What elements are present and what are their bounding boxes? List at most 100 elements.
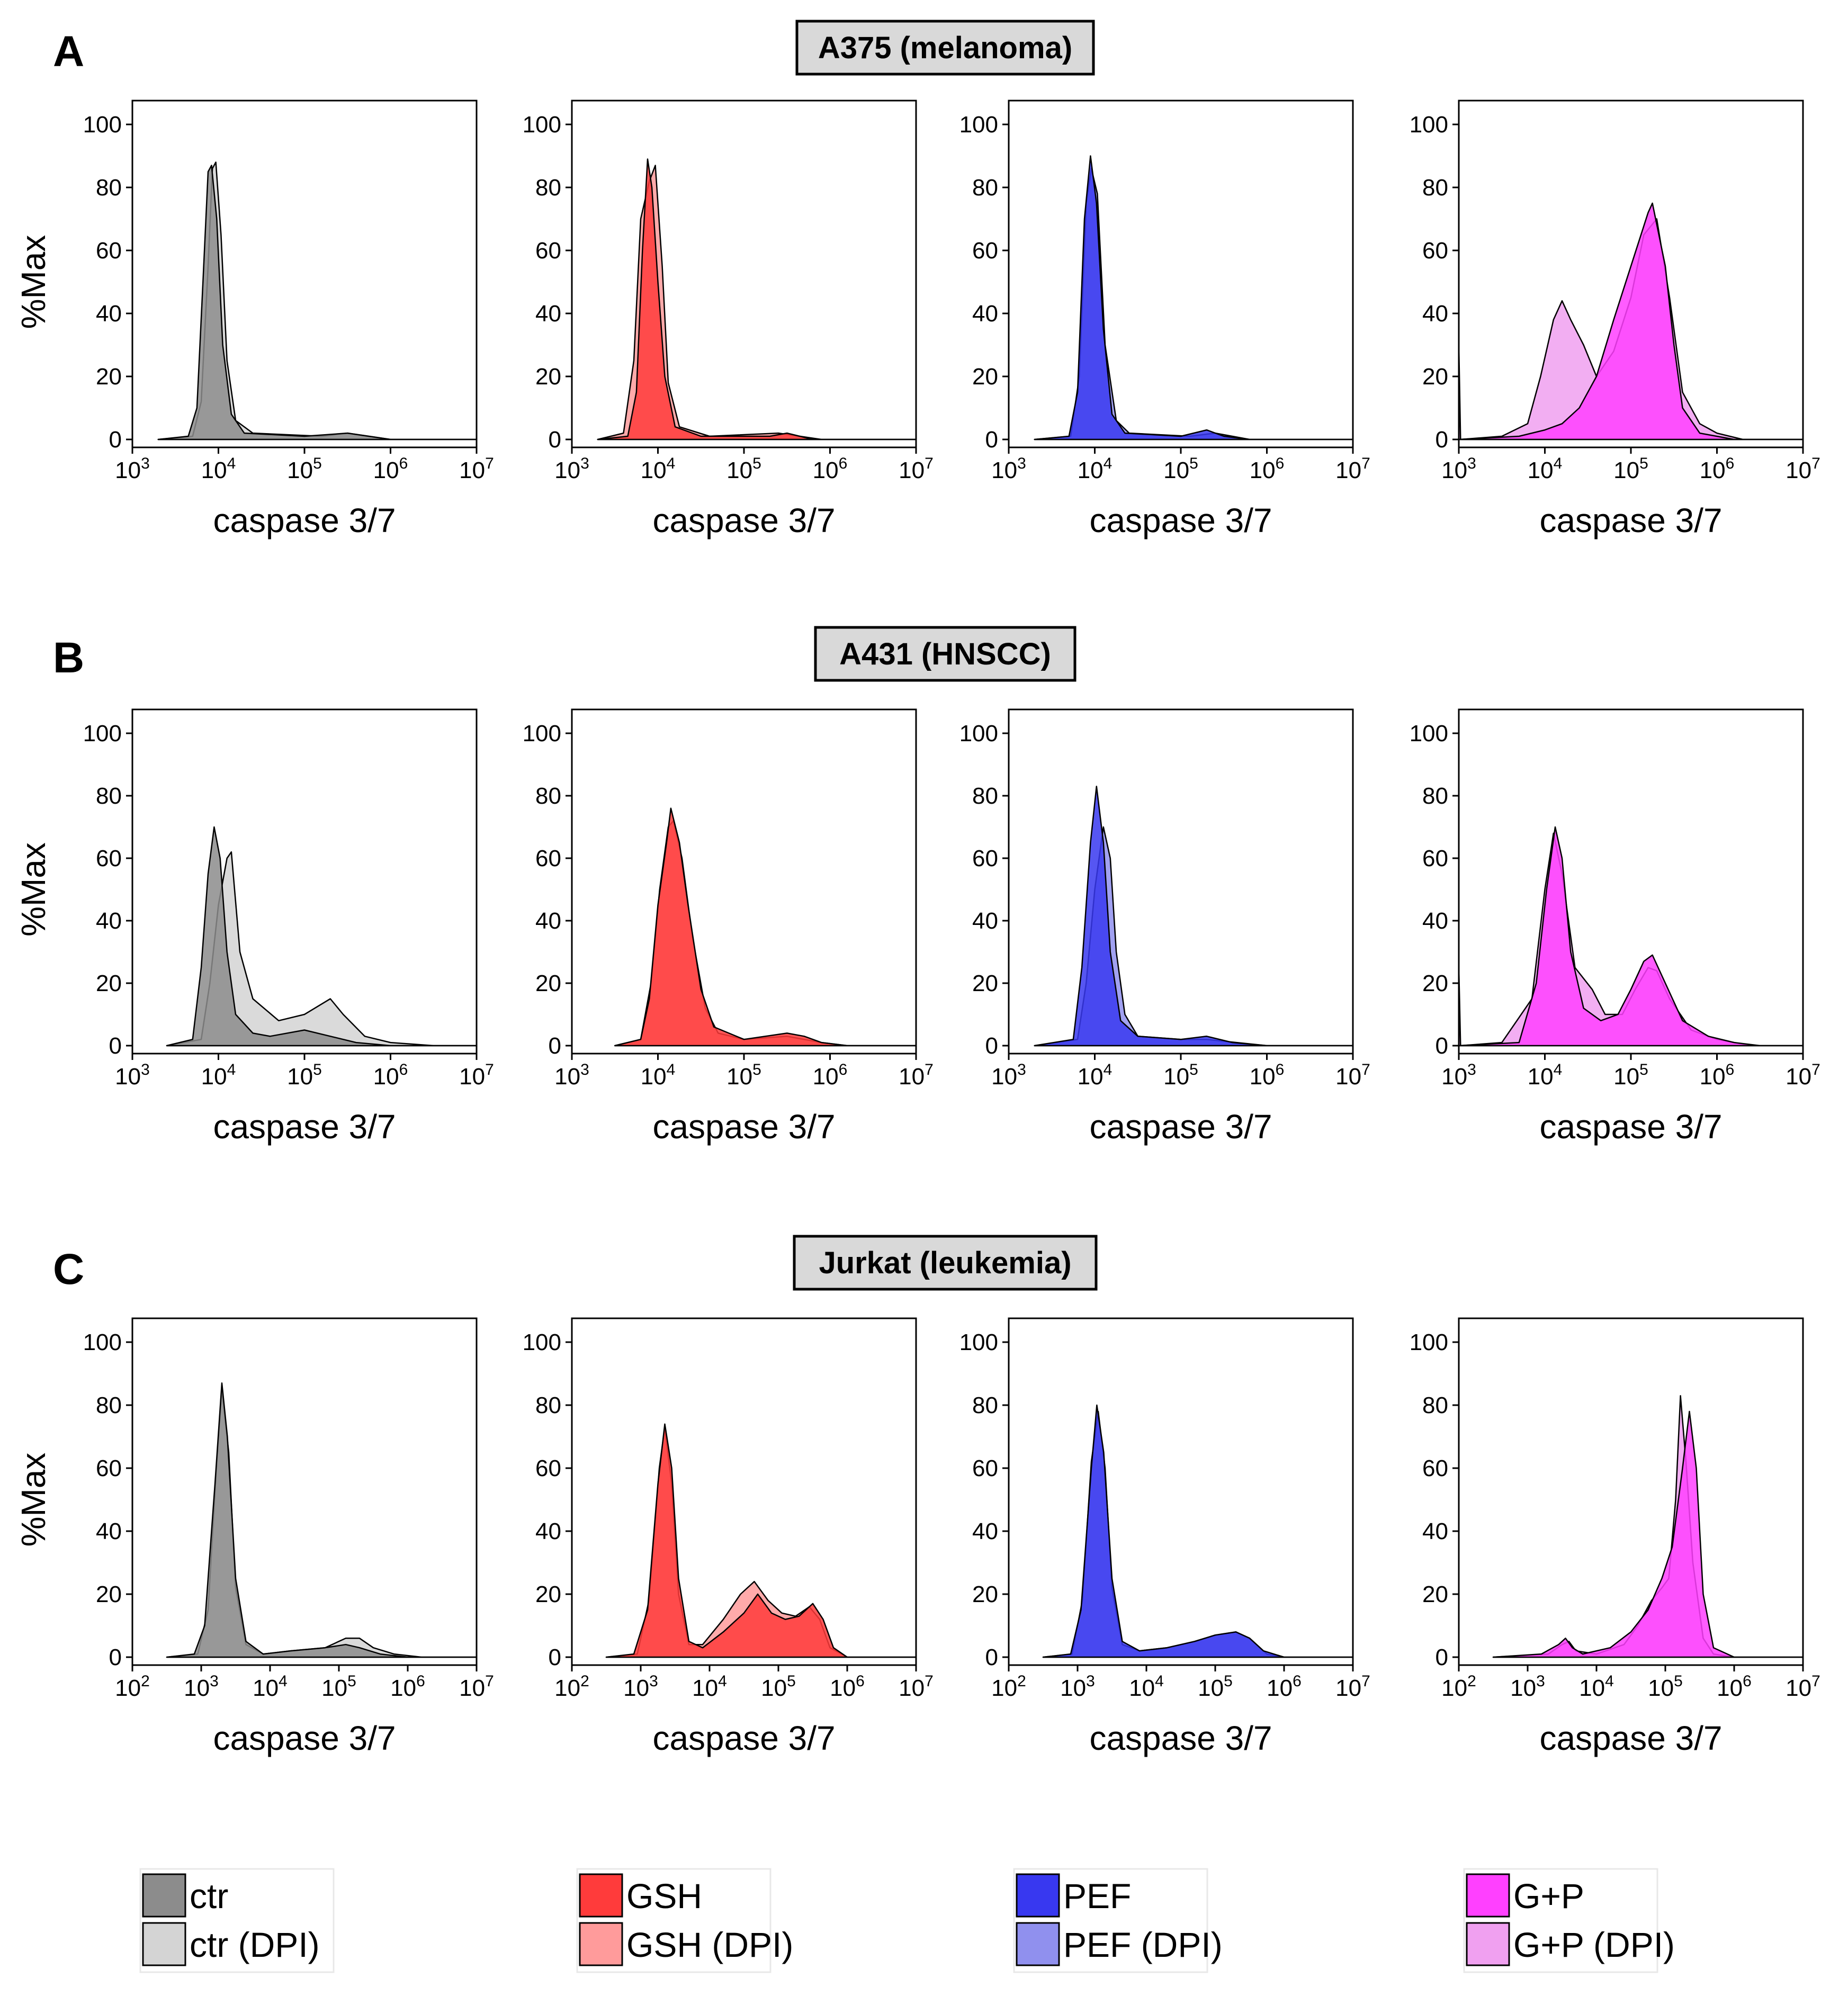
y-tick-label: 40: [96, 908, 122, 934]
y-tick-label: 60: [535, 1455, 561, 1481]
y-tick-label: 40: [1422, 1518, 1448, 1544]
legend-label: ctr: [190, 1876, 228, 1916]
plot-b-pef: 0 20 40 60 80 100 103 104 105 106 107 caspase 3/7: [959, 708, 1370, 1146]
x-tick-label: 104: [201, 1061, 236, 1090]
plot-b-gsh: 0 20 40 60 80 100 103 104 105 106 107 caspase 3/7: [523, 708, 934, 1146]
x-tick-label: 106: [830, 1673, 865, 1701]
x-tick-label: 105: [761, 1673, 796, 1701]
row-title: Jurkat (leukemia): [819, 1246, 1071, 1280]
legend-group-box: [576, 1868, 772, 1973]
histogram-main: [1492, 1410, 1804, 1658]
legend-swatch: [579, 1873, 623, 1918]
plot-a-ctr: %Max 0 20 40 60 80 100 103 104 105 106 107 caspase 3…: [14, 100, 494, 540]
y-tick-label: 40: [96, 1518, 122, 1544]
y-tick-label: 0: [1436, 427, 1448, 453]
plot-c-gsh: 0 20 40 60 80 100 102 103 104 105 106 107 caspase 3/…: [523, 1317, 934, 1757]
plot-frame: [571, 708, 917, 1055]
y-tick-label: 0: [985, 1033, 998, 1059]
x-tick-label: 106: [813, 1061, 848, 1090]
y-tick-label: 40: [535, 908, 561, 934]
x-tick-label: 104: [1129, 1673, 1164, 1701]
x-tick-label: 105: [726, 455, 761, 483]
plot-frame: [1008, 1317, 1354, 1666]
x-tick-label: 105: [287, 1061, 322, 1090]
x-tick-label: 107: [1786, 455, 1820, 483]
legend: ctr ctr (DPI) GSH GSH (DPI) PEF PEF (DPI) G+P G…: [139, 1868, 1675, 1973]
y-tick-label: 80: [1422, 783, 1448, 809]
y-tick-label: 80: [535, 175, 561, 201]
y-tick-label: 0: [985, 427, 998, 453]
legend-label: PEF: [1063, 1876, 1131, 1916]
plot-frame: [571, 100, 917, 448]
legend-label: GSH: [626, 1876, 702, 1916]
y-tick-label: 20: [972, 1581, 998, 1607]
legend-swatch: [1466, 1873, 1510, 1918]
y-tick-label: 100: [1410, 721, 1448, 747]
y-tick-label: 0: [1436, 1644, 1448, 1670]
y-tick-label: 100: [83, 721, 122, 747]
x-axis-label: caspase 3/7: [1089, 1719, 1272, 1757]
x-tick-label: 102: [554, 1673, 589, 1701]
x-tick-label: 107: [1335, 1673, 1370, 1701]
row-title-box: [795, 20, 1095, 76]
x-tick-label: 104: [1528, 1061, 1563, 1090]
plot-frame: [131, 1317, 478, 1666]
y-tick-label: 40: [96, 301, 122, 327]
y-tick-label: 0: [109, 1033, 122, 1059]
histogram-main: [614, 807, 917, 1047]
x-tick-label: 104: [201, 455, 236, 483]
legend-swatch: [142, 1873, 186, 1918]
y-tick-label: 20: [96, 364, 122, 390]
legend-group-box: [1463, 1868, 1658, 1973]
x-tick-label: 104: [641, 455, 676, 483]
x-axis-label: caspase 3/7: [1089, 501, 1272, 540]
legend-label: G+P: [1513, 1876, 1584, 1916]
plot-frame: [1458, 1317, 1804, 1666]
x-tick-label: 105: [1648, 1673, 1683, 1701]
histogram-main: [605, 1423, 917, 1658]
plot-frame: [1008, 708, 1354, 1055]
panel-letter: C: [53, 1245, 84, 1293]
legend-swatch: [1016, 1922, 1060, 1966]
x-tick-label: 104: [253, 1673, 288, 1701]
y-tick-label: 0: [549, 1033, 561, 1059]
plot-c-gpp: 0 20 40 60 80 100 102 103 104 105 106 107 caspase 3/…: [1410, 1317, 1820, 1757]
y-tick-label: 60: [1422, 846, 1448, 871]
x-tick-label: 103: [1441, 455, 1476, 483]
x-tick-label: 103: [184, 1673, 219, 1701]
x-tick-label: 104: [1579, 1673, 1614, 1701]
x-tick-label: 105: [1163, 1061, 1198, 1090]
plot-a-gpp: 0 20 40 60 80 100 103 104 105 106 107 caspase 3/7: [1410, 100, 1820, 540]
y-tick-label: 60: [972, 1455, 998, 1481]
legend-label: G+P (DPI): [1513, 1925, 1675, 1964]
x-tick-label: 105: [1163, 455, 1198, 483]
x-axis-label: caspase 3/7: [1539, 501, 1722, 540]
x-axis-label: caspase 3/7: [213, 1108, 396, 1146]
y-tick-label: 80: [972, 1392, 998, 1418]
y-tick-label: 0: [1436, 1033, 1448, 1059]
histogram-main: [157, 165, 478, 440]
y-tick-label: 100: [959, 1329, 998, 1355]
x-tick-label: 103: [554, 1061, 589, 1090]
y-axis-label: %Max: [14, 1453, 52, 1547]
x-tick-label: 107: [1335, 455, 1370, 483]
x-tick-label: 106: [1250, 1061, 1285, 1090]
y-tick-label: 80: [535, 783, 561, 809]
plot-frame: [1008, 100, 1354, 448]
x-axis-label: caspase 3/7: [652, 501, 835, 540]
legend-swatch: [142, 1922, 186, 1966]
y-tick-label: 20: [972, 364, 998, 390]
y-tick-label: 60: [535, 238, 561, 264]
y-tick-label: 40: [1422, 301, 1448, 327]
y-axis-label: %Max: [14, 842, 52, 937]
row-title-box: [814, 626, 1076, 682]
y-tick-label: 60: [972, 238, 998, 264]
y-tick-label: 100: [1410, 1329, 1448, 1355]
x-tick-label: 103: [1441, 1061, 1476, 1090]
plot-a-gsh: 0 20 40 60 80 100 103 104 105 106 107 caspase 3/7: [523, 100, 934, 540]
row-title: A375 (melanoma): [818, 31, 1072, 65]
y-tick-label: 60: [1422, 238, 1448, 264]
y-tick-label: 20: [535, 364, 561, 390]
x-axis-label: caspase 3/7: [652, 1108, 835, 1146]
